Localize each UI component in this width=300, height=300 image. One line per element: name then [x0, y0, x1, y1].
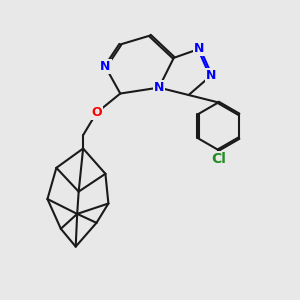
Text: N: N	[154, 81, 164, 94]
Text: N: N	[100, 60, 111, 73]
Text: N: N	[206, 69, 216, 82]
Text: O: O	[91, 106, 102, 119]
Text: N: N	[194, 42, 204, 56]
Text: Cl: Cl	[211, 152, 226, 166]
